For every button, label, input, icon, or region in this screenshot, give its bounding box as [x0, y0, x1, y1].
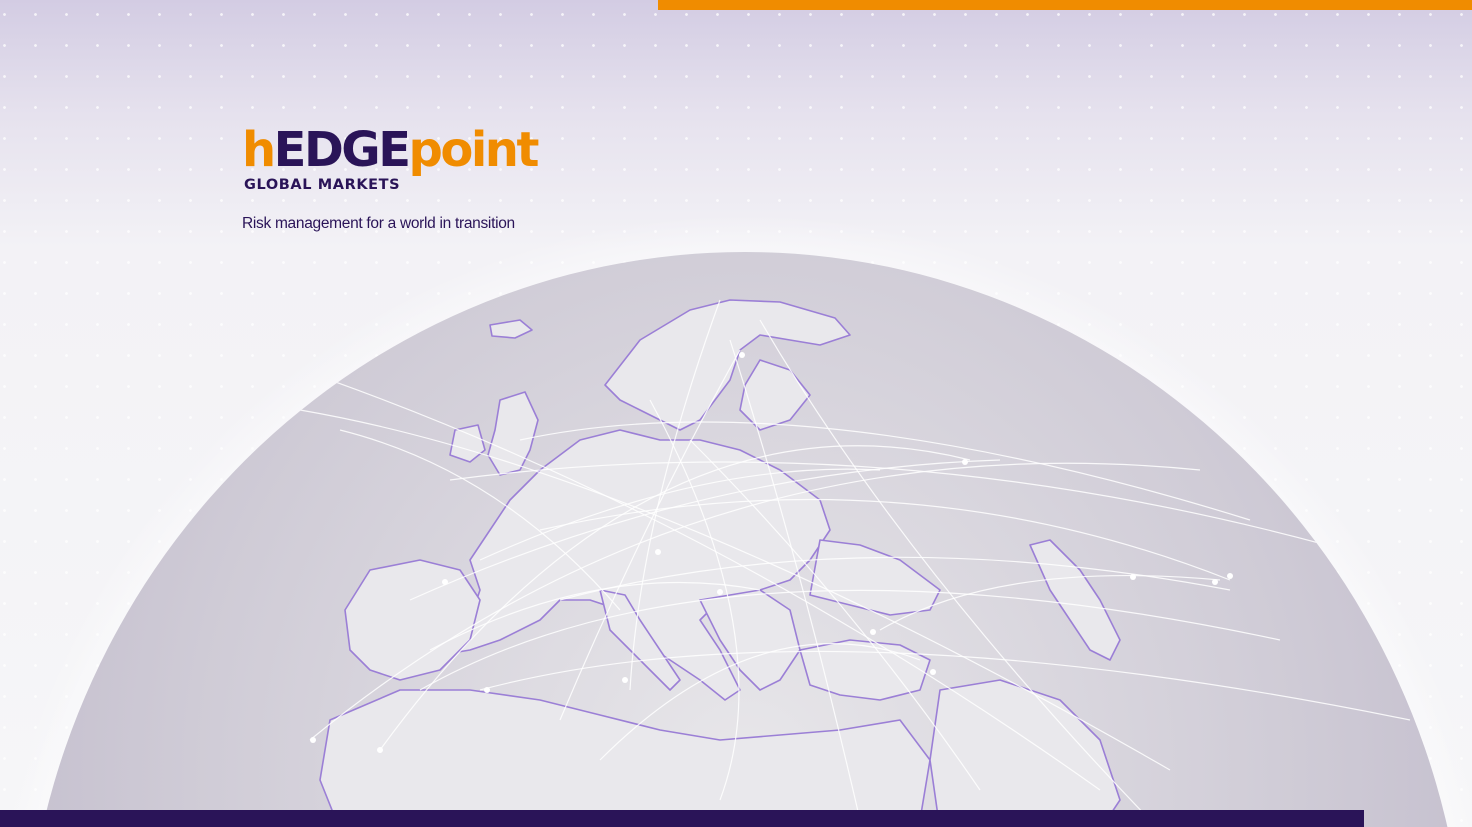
- brand-wordmark: hEDGEpoint: [242, 118, 540, 182]
- bottom-accent-bar: [0, 810, 1364, 827]
- brand-wordmark-tail: point: [408, 122, 540, 178]
- brand-wordmark-mid: EDGE: [273, 122, 411, 178]
- brand-subtitle: GLOBAL MARKETS: [244, 177, 401, 193]
- top-accent-bar: [658, 0, 1472, 10]
- flight-routes: [299, 299, 1411, 821]
- route-nodes: [310, 352, 1233, 753]
- brand-wordmark-lead: h: [242, 122, 276, 178]
- brand-logo: hEDGEpoint GLOBAL MARKETS: [242, 118, 542, 198]
- tagline: Risk management for a world in transitio…: [242, 215, 515, 232]
